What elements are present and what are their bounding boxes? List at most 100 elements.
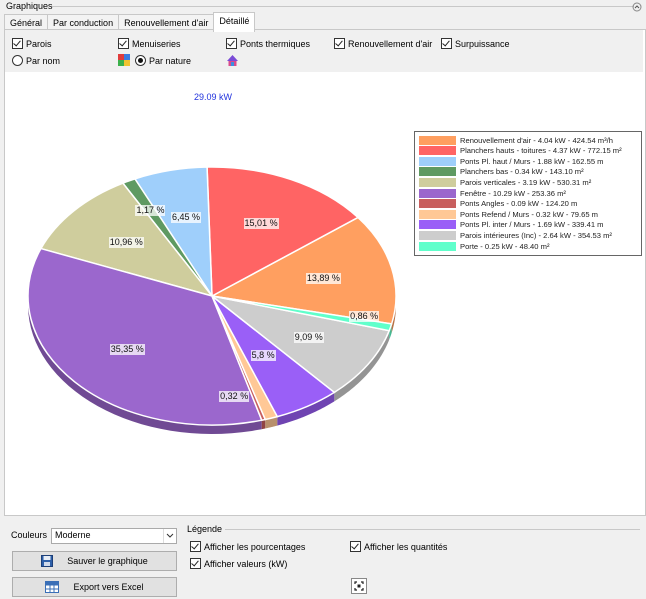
tab-detaille[interactable]: Détaillé: [213, 12, 256, 32]
legend-swatch: [419, 156, 456, 166]
legend-item: Ponts Refend / Murs - 0.32 kW - 79.65 m: [419, 209, 598, 219]
house-color-icon[interactable]: [226, 54, 239, 66]
checkbox-afficher-pourcentages-label: Afficher les pourcentages: [204, 541, 306, 552]
export-excel-label: Export vers Excel: [73, 582, 144, 592]
pie-percent-label: 6,45 %: [171, 212, 202, 224]
checkbox-parois[interactable]: Parois: [12, 38, 52, 49]
checkbox-renouvellement-air[interactable]: Renouvellement d'air: [334, 38, 432, 49]
legend-swatch: [419, 230, 456, 240]
checkbox-afficher-pourcentages-box[interactable]: [190, 541, 201, 552]
checkbox-afficher-pourcentages[interactable]: Afficher les pourcentages: [190, 541, 305, 552]
legend-label: Planchers hauts - toitures - 4.37 kW - 7…: [460, 146, 622, 156]
radio-par-nature-label: Par nature: [149, 55, 192, 66]
radio-par-nature[interactable]: Par nature: [135, 55, 191, 66]
pie-side-6: [261, 419, 266, 430]
legend-label: Parois verticales - 3.19 kW - 530.31 m²: [460, 177, 592, 187]
radio-par-nom-dot[interactable]: [12, 55, 23, 66]
legend-swatch: [419, 167, 456, 177]
checkbox-afficher-quantites[interactable]: Afficher les quantités: [350, 541, 447, 552]
pie-percent-label: 0,32 %: [219, 390, 250, 402]
legend-item: Parois verticales - 3.19 kW - 530.31 m²: [419, 177, 591, 187]
legend-label: Fenêtre - 10.29 kW - 253.36 m²: [460, 188, 566, 198]
legende-group-title: Légende: [187, 524, 223, 534]
legend-label: Ponts Angles - 0.09 kW - 124.20 m: [460, 199, 578, 209]
fit-screen-icon[interactable]: [351, 578, 367, 594]
legend-item: Ponts Angles - 0.09 kW - 124.20 m: [419, 199, 577, 209]
palette-icon[interactable]: [118, 54, 130, 66]
pie-percent-label: 13,89 %: [305, 272, 341, 284]
legend-label: Ponts Pl. inter / Murs - 1.69 kW - 339.4…: [460, 220, 604, 230]
checkbox-afficher-valeurs-label: Afficher valeurs (kW): [204, 558, 288, 569]
checkbox-parois-box[interactable]: [12, 38, 23, 49]
couleurs-select[interactable]: Moderne: [51, 528, 177, 544]
legend-label: Ponts Refend / Murs - 0.32 kW - 79.65 m: [460, 209, 599, 219]
export-excel-button[interactable]: Export vers Excel: [12, 577, 177, 597]
checkbox-renouvellement-air-box[interactable]: [334, 38, 345, 49]
legend-item: Planchers bas - 0.34 kW - 143.10 m²: [419, 167, 584, 177]
collapse-icon[interactable]: [632, 2, 642, 12]
pie-slice-1[interactable]: [206, 166, 360, 298]
legend-item: Ponts Pl. haut / Murs - 1.88 kW - 162.55…: [419, 156, 604, 166]
pie-percent-label: 15,01 %: [243, 217, 279, 229]
legende-group-divider: [225, 529, 640, 530]
checkbox-menuiseries-box[interactable]: [118, 38, 129, 49]
legend-swatch: [419, 199, 456, 209]
pie-percent-label: 9,09 %: [293, 332, 324, 344]
checkbox-afficher-valeurs-box[interactable]: [190, 558, 201, 569]
legend-item: Planchers hauts - toitures - 4.37 kW - 7…: [419, 146, 622, 156]
legend-item: Fenêtre - 10.29 kW - 253.36 m²: [419, 188, 566, 198]
checkbox-parois-label: Parois: [26, 38, 52, 49]
checkbox-afficher-quantites-label: Afficher les quantités: [364, 541, 448, 552]
legend-swatch: [419, 177, 456, 187]
legend-swatch: [419, 146, 456, 156]
floppy-disk-icon: [41, 555, 54, 567]
checkbox-ponts-thermiques[interactable]: Ponts thermiques: [226, 38, 310, 49]
pie-slice-5[interactable]: [27, 247, 263, 426]
save-chart-label: Sauver le graphique: [67, 556, 148, 566]
checkbox-surpuissance-label: Surpuissance: [455, 38, 510, 49]
pie-percent-label: 5,8 %: [250, 350, 276, 362]
pie-percent-label: 10,96 %: [108, 237, 144, 249]
legend-item: Ponts Pl. inter / Murs - 1.69 kW - 339.4…: [419, 220, 604, 230]
radio-par-nom[interactable]: Par nom: [12, 55, 60, 66]
legend-label: Porte - 0.25 kW - 48.40 m²: [460, 241, 550, 251]
legend-label: Planchers bas - 0.34 kW - 143.10 m²: [460, 167, 584, 177]
couleurs-label: Couleurs: [11, 530, 48, 540]
legend-swatch: [419, 188, 456, 198]
pie-slice-10[interactable]: [211, 295, 393, 332]
legend-item: Parois intérieures (Inc) - 2.64 kW - 354…: [419, 230, 612, 240]
checkbox-menuiseries[interactable]: Menuiseries: [118, 38, 181, 49]
pie-percent-label: 35,35 %: [109, 343, 145, 355]
checkbox-surpuissance-box[interactable]: [441, 38, 452, 49]
pie-slice-9[interactable]: [211, 295, 391, 394]
pie-side-0: [391, 295, 396, 333]
checkbox-afficher-quantites-box[interactable]: [350, 541, 361, 552]
legend-label: Parois intérieures (Inc) - 2.64 kW - 354…: [460, 230, 612, 240]
spreadsheet-icon: [45, 581, 60, 593]
radio-par-nom-label: Par nom: [26, 55, 61, 66]
chart-legend: Renouvellement d'air - 4.04 kW - 424.54 …: [414, 131, 642, 256]
legend-item: Renouvellement d'air - 4.04 kW - 424.54 …: [419, 135, 613, 145]
legend-item: Porte - 0.25 kW - 48.40 m²: [419, 241, 549, 251]
section-title: Graphiques: [6, 1, 53, 11]
couleurs-select-value: Moderne: [55, 530, 91, 540]
pie-percent-label: 1,17 %: [135, 204, 166, 216]
checkbox-ponts-thermiques-box[interactable]: [226, 38, 237, 49]
legend-label: Renouvellement d'air - 4.04 kW - 424.54 …: [460, 135, 613, 145]
legend-swatch: [419, 209, 456, 219]
checkbox-renouvellement-air-label: Renouvellement d'air: [348, 38, 433, 49]
checkbox-surpuissance[interactable]: Surpuissance: [441, 38, 510, 49]
legend-swatch: [419, 241, 456, 251]
chevron-down-icon[interactable]: [163, 529, 176, 543]
title-divider: [52, 6, 634, 7]
pie-percent-label: 0,86 %: [349, 311, 380, 323]
tab-bar: Général Par conduction Renouvellement d'…: [4, 12, 256, 32]
checkbox-menuiseries-label: Menuiseries: [132, 38, 181, 49]
chart-total: 29.09 kW: [194, 92, 233, 102]
save-chart-button[interactable]: Sauver le graphique: [12, 551, 177, 571]
radio-par-nature-dot[interactable]: [135, 55, 146, 66]
checkbox-afficher-valeurs[interactable]: Afficher valeurs (kW): [190, 558, 287, 569]
pie-slice-0[interactable]: [209, 216, 397, 325]
legend-swatch: [419, 220, 456, 230]
